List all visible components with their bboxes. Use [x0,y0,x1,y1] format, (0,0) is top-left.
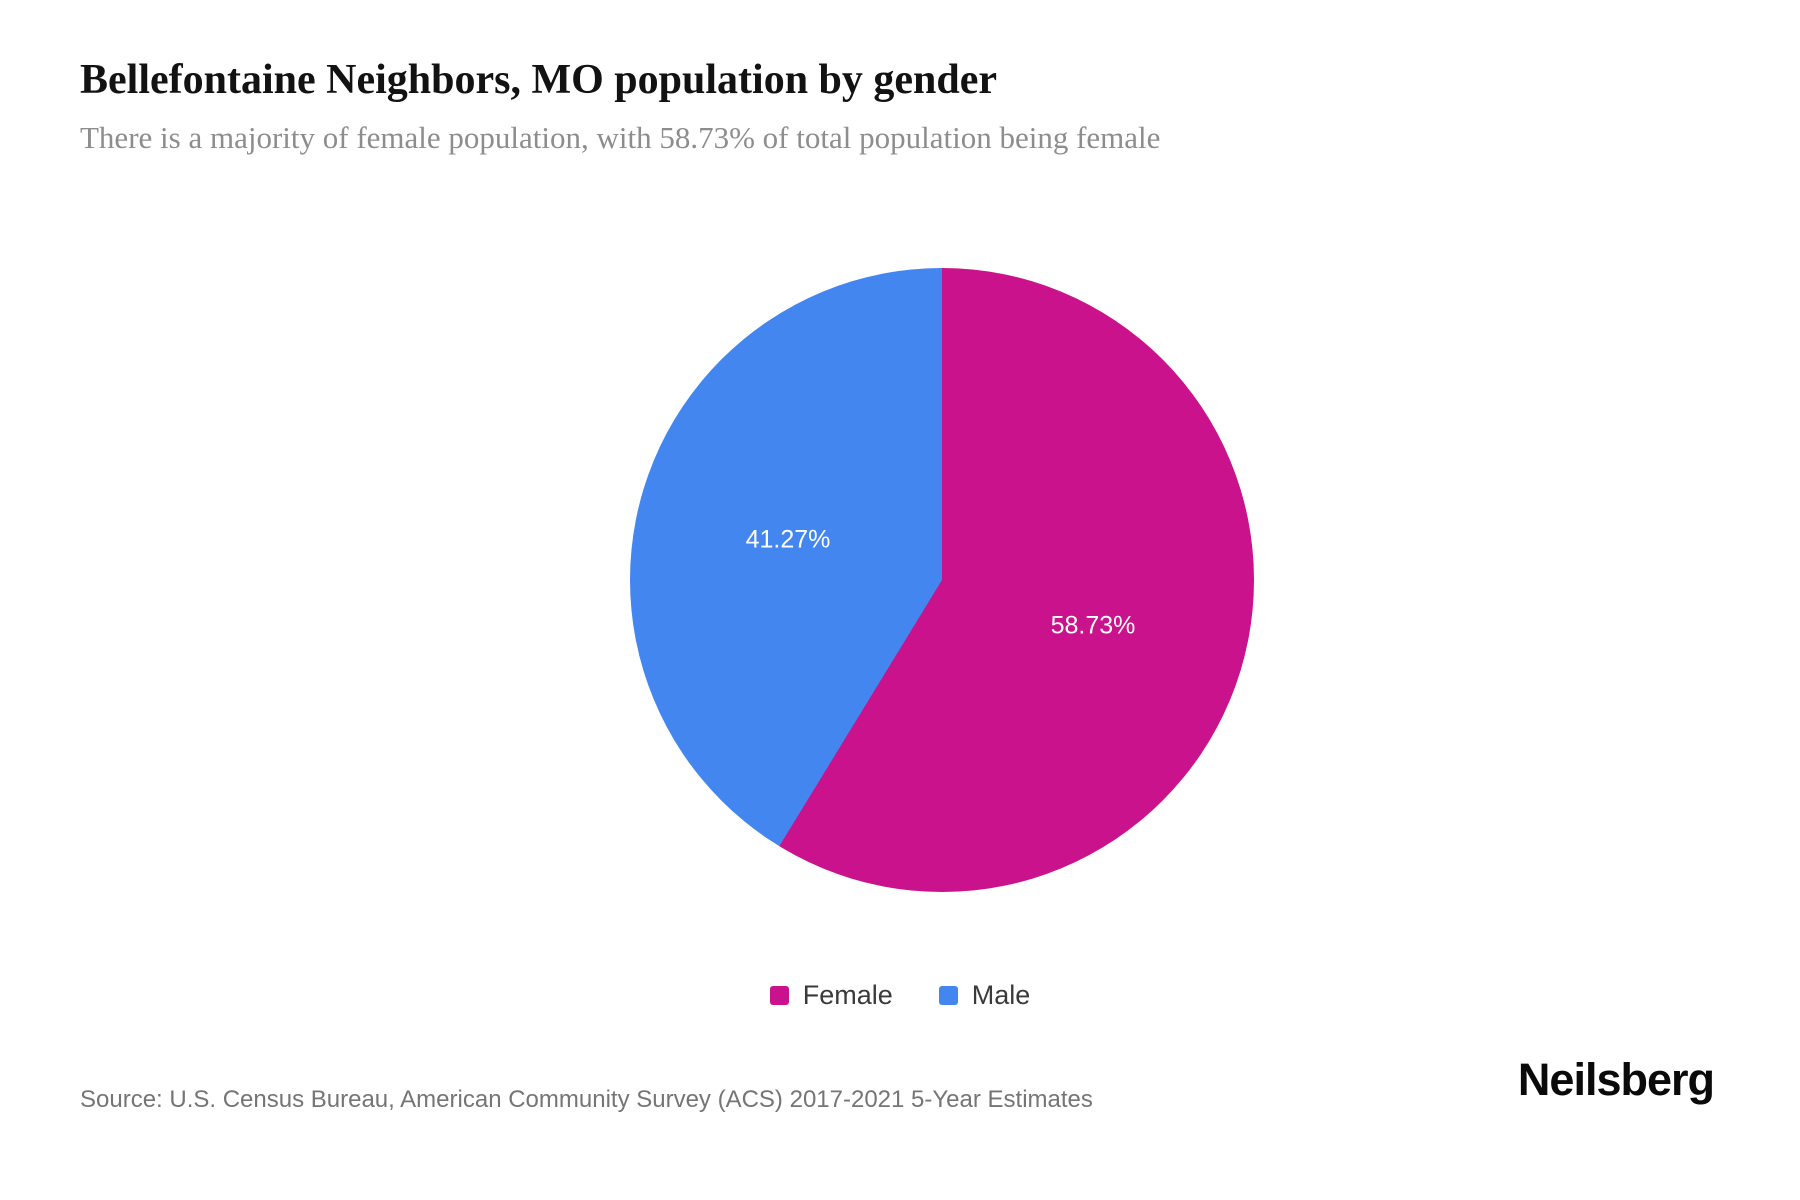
legend-label-male: Male [971,980,1031,1010]
page-subtitle: There is a majority of female population… [80,120,1161,155]
pie-circle[interactable] [630,268,1254,892]
male-swatch-icon [938,986,958,1005]
female-swatch-icon [769,986,789,1005]
legend-label-female: Female [802,980,893,1010]
source-note: Source: U.S. Census Bureau, American Com… [80,1086,1093,1113]
page-title: Bellefontaine Neighbors, MO population b… [80,57,998,103]
legend-item-female[interactable]: Female [769,980,893,1011]
brand-logo: Neilsberg [1517,1054,1715,1105]
pie-chart [630,268,1254,892]
male-slice-value-label: 41.27% [745,525,831,554]
chart-legend: Female Male [0,980,1800,1011]
female-slice-value-label: 58.73% [1050,611,1136,640]
legend-item-male[interactable]: Male [938,980,1031,1011]
